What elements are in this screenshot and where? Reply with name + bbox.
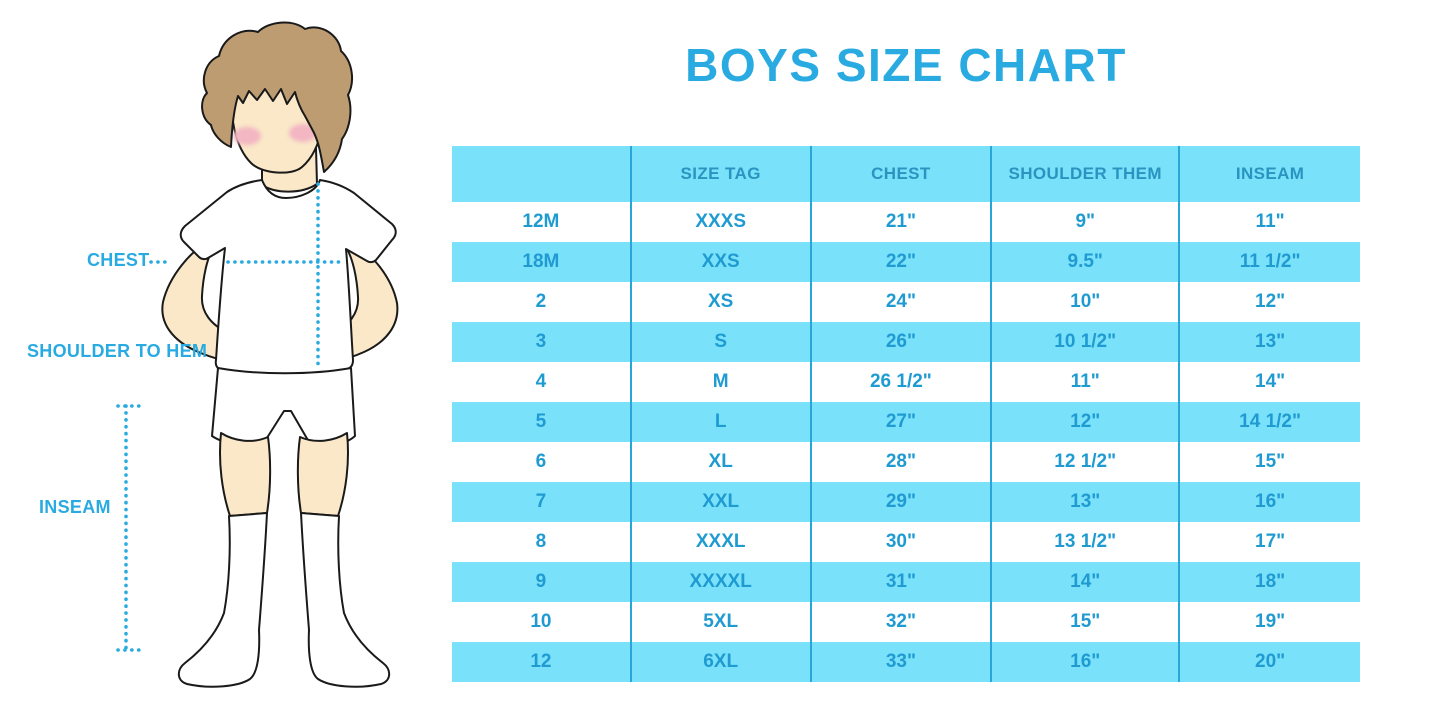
table-cell: 12 1/2"	[992, 442, 1181, 482]
right-blush	[289, 124, 317, 142]
table-cell: 26"	[811, 322, 993, 362]
table-cell: 24"	[812, 282, 993, 322]
table-cell: 6XL	[631, 642, 812, 682]
figure-panel: CHEST SHOULDER TO HEM INSEAM	[0, 0, 450, 723]
size-chart-table: SIZE TAG CHEST SHOULDER THEM INSEAM 12M XXXS 2…	[452, 146, 1360, 682]
measurement-label-shoulder-to-hem: SHOULDER TO HEM	[27, 341, 208, 361]
column-header: SIZE TAG	[631, 146, 812, 202]
row-header-cell: 12M	[452, 202, 632, 242]
row-header-cell: 7	[452, 482, 632, 522]
row-header-cell: 18M	[452, 242, 632, 282]
hair	[201, 21, 354, 173]
boy-figure-illustration	[116, 21, 399, 688]
table-cell: 18"	[1180, 562, 1360, 602]
table-cell: 9.5"	[992, 242, 1181, 282]
column-header: INSEAM	[1180, 146, 1360, 202]
row-header-cell: 9	[452, 562, 632, 602]
table-cell: 21"	[812, 202, 993, 242]
table-cell: XXXXL	[631, 562, 812, 602]
table-cell: 11"	[1255, 211, 1285, 232]
table-cell: 9"	[992, 202, 1181, 242]
row-header-cell: 3	[452, 322, 632, 362]
table-cell: 33"	[811, 642, 993, 682]
table-cell: 16"	[992, 642, 1181, 682]
table-cell: 15"	[1255, 451, 1286, 472]
table-cell: 31"	[811, 562, 993, 602]
row-header-cell: 8	[452, 522, 632, 562]
left-arm	[161, 237, 230, 361]
table-cell: 26 1/2"	[812, 362, 993, 402]
column-header: SHOULDER THEM	[992, 146, 1181, 202]
table-cell: 14 1/2"	[1180, 402, 1360, 442]
table-cell: 20"	[1180, 642, 1360, 682]
row-header-cell: 5	[452, 402, 632, 442]
table-cell: M	[632, 362, 812, 402]
table-cell: XXL	[631, 482, 812, 522]
table-cell: 16"	[1180, 482, 1360, 522]
table-cell: 29"	[811, 482, 993, 522]
left-blush	[233, 127, 261, 145]
table-cell: 11 1/2"	[1180, 242, 1360, 282]
shorts	[211, 367, 356, 447]
row-header-cell: 2	[452, 282, 632, 322]
table-cell: 14"	[992, 562, 1181, 602]
table-cell: XXS	[631, 242, 812, 282]
table-cell: 11"	[992, 362, 1181, 402]
left-sock	[177, 512, 268, 688]
row-header-cell: 4	[452, 362, 632, 402]
row-header-cell: 10	[452, 602, 632, 642]
table-cell: 30"	[812, 522, 993, 562]
column-header-empty	[452, 146, 632, 202]
table-cell: 32"	[812, 602, 993, 642]
table-cell: XXXS	[632, 202, 812, 242]
measurement-label-chest: CHEST	[87, 250, 150, 270]
table-cell: 15"	[992, 602, 1181, 642]
table-cell: 10 1/2"	[992, 322, 1181, 362]
table-cell: XL	[632, 442, 812, 482]
table-cell: 5XL	[632, 602, 812, 642]
table-cell: L	[631, 402, 812, 442]
row-header-cell: 6	[452, 442, 632, 482]
left-leg	[219, 432, 272, 517]
table-cell: 12"	[992, 402, 1181, 442]
table-cell: 28"	[812, 442, 993, 482]
right-leg	[296, 432, 349, 517]
right-sock	[300, 512, 391, 688]
table-cell: 13 1/2"	[992, 522, 1181, 562]
column-header: CHEST	[811, 146, 993, 202]
row-header-cell: 12	[452, 642, 632, 682]
table-cell: 19"	[1255, 611, 1286, 632]
table-cell: XS	[632, 282, 812, 322]
table-cell: 13"	[992, 482, 1181, 522]
table-cell: 12"	[1255, 291, 1286, 312]
table-cell: 13"	[1180, 322, 1360, 362]
page-title: BOYS SIZE CHART	[685, 39, 1127, 91]
measurement-label-inseam: INSEAM	[39, 497, 111, 517]
table-cell: 14"	[1255, 371, 1286, 392]
table-cell: 22"	[811, 242, 993, 282]
table-cell: 27"	[811, 402, 993, 442]
table-cell: XXXL	[632, 522, 812, 562]
table-cell: 10"	[992, 282, 1181, 322]
table-cell: 17"	[1255, 531, 1286, 552]
boy-figure	[161, 21, 399, 688]
table-cell: S	[631, 322, 812, 362]
